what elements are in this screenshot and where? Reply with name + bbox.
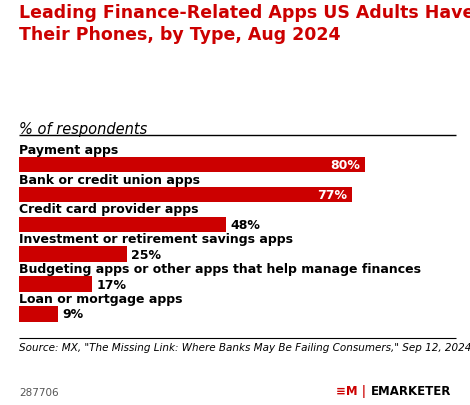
Bar [19, 158, 365, 173]
Text: Investment or retirement savings apps: Investment or retirement savings apps [19, 233, 293, 246]
Text: 17%: 17% [97, 278, 126, 291]
Text: 48%: 48% [231, 218, 260, 231]
Text: 9%: 9% [62, 308, 83, 321]
Text: % of respondents: % of respondents [19, 122, 147, 136]
Text: 80%: 80% [330, 159, 360, 172]
Text: 287706: 287706 [19, 387, 58, 397]
Bar [19, 307, 58, 322]
Text: Leading Finance-Related Apps US Adults Have on
Their Phones, by Type, Aug 2024: Leading Finance-Related Apps US Adults H… [19, 4, 470, 43]
Text: EMARKETER: EMARKETER [371, 384, 451, 397]
Text: Bank or credit union apps: Bank or credit union apps [19, 173, 200, 186]
Text: ≡M |: ≡M | [336, 384, 366, 397]
Text: 77%: 77% [317, 188, 347, 201]
Text: 25%: 25% [131, 248, 161, 261]
Text: Loan or mortgage apps: Loan or mortgage apps [19, 292, 182, 305]
Bar [19, 217, 227, 232]
Bar [19, 277, 92, 292]
Bar [19, 247, 127, 262]
Text: Budgeting apps or other apps that help manage finances: Budgeting apps or other apps that help m… [19, 262, 421, 275]
Text: Source: MX, "The Missing Link: Where Banks May Be Failing Consumers," Sep 12, 20: Source: MX, "The Missing Link: Where Ban… [19, 342, 470, 352]
Bar [19, 187, 352, 203]
Text: Credit card provider apps: Credit card provider apps [19, 203, 198, 216]
Text: Payment apps: Payment apps [19, 143, 118, 156]
